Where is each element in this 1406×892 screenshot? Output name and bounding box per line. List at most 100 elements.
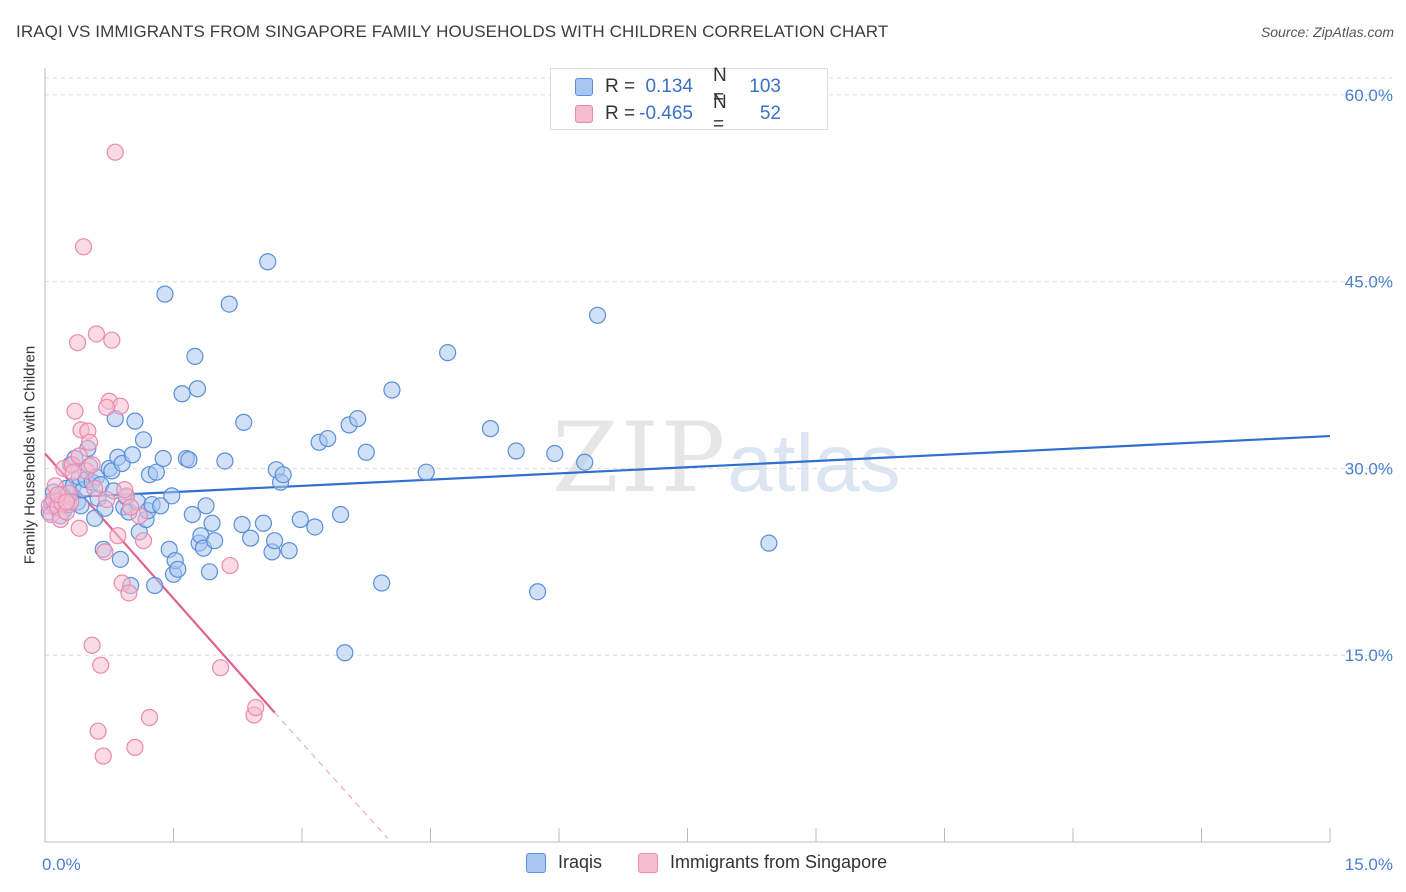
- grid-lines: [45, 77, 1392, 656]
- data-point-singapore: [89, 722, 107, 740]
- data-point-singapore: [74, 238, 93, 256]
- data-point-iraqis: [216, 452, 234, 470]
- data-point-singapore: [87, 325, 106, 343]
- data-point-iraqis: [576, 453, 594, 471]
- n-value: 103: [749, 76, 781, 97]
- data-point-iraqis: [242, 529, 260, 547]
- stats-row-singapore: R = -0.465 N = 52: [575, 92, 781, 135]
- data-point-iraqis: [349, 410, 367, 428]
- legend-swatch-singapore: [575, 105, 593, 123]
- data-point-iraqis: [265, 532, 284, 550]
- data-point-singapore: [122, 498, 140, 516]
- data-point-iraqis: [183, 505, 201, 524]
- legend-item-iraqis[interactable]: Iraqis: [526, 852, 602, 873]
- data-point-singapore: [96, 543, 114, 561]
- n-label: N =: [713, 65, 727, 108]
- data-point-iraqis: [274, 466, 292, 484]
- n-value: 52: [759, 103, 781, 124]
- data-point-iraqis: [291, 510, 309, 529]
- data-point-singapore: [57, 493, 76, 511]
- data-point-singapore: [94, 747, 112, 765]
- data-point-iraqis: [86, 509, 104, 527]
- chart-source: Source: ZipAtlas.com: [1260, 24, 1394, 40]
- data-point-iraqis: [169, 560, 187, 578]
- data-point-iraqis: [336, 644, 354, 662]
- trend-extension-singapore: [274, 712, 389, 839]
- data-point-iraqis: [507, 442, 525, 460]
- data-point-iraqis: [147, 463, 165, 481]
- tick-labels: 15.0% 30.0% 45.0% 60.0% 0.0% 15.0%: [42, 86, 1393, 874]
- data-point-iraqis: [588, 306, 607, 324]
- data-point-singapore: [64, 463, 82, 481]
- data-point-iraqis: [163, 487, 181, 505]
- data-point-iraqis: [134, 431, 153, 449]
- data-point-singapore: [134, 532, 153, 550]
- data-point-iraqis: [417, 463, 435, 481]
- data-point-iraqis: [546, 444, 564, 463]
- stats-legend: R = 0.134 N = 103 R = -0.465 N = 52: [550, 65, 828, 135]
- data-point-singapore: [103, 331, 121, 349]
- data-point-iraqis: [306, 518, 324, 536]
- data-point-singapore: [92, 656, 110, 674]
- data-point-iraqis: [319, 429, 337, 448]
- data-point-iraqis: [186, 347, 204, 365]
- y-tick-label: 60.0%: [1345, 86, 1393, 105]
- data-point-iraqis: [220, 295, 238, 313]
- y-tick-label: 45.0%: [1345, 273, 1393, 292]
- data-point-iraqis: [760, 534, 778, 552]
- data-point-iraqis: [233, 515, 251, 534]
- data-point-iraqis: [188, 380, 207, 398]
- data-point-singapore: [83, 456, 101, 474]
- data-point-iraqis: [126, 412, 144, 430]
- data-point-iraqis: [206, 532, 224, 550]
- r-label: R =: [605, 76, 636, 97]
- chart-title: IRAQI VS IMMIGRANTS FROM SINGAPORE FAMIL…: [16, 22, 889, 41]
- data-point-iraqis: [156, 285, 174, 303]
- data-point-singapore: [86, 479, 104, 497]
- data-point-singapore: [140, 708, 159, 727]
- data-point-iraqis: [111, 550, 129, 568]
- trend-lines: [44, 434, 1331, 839]
- data-points: [40, 143, 778, 765]
- n-label: N =: [713, 92, 727, 135]
- data-point-iraqis: [357, 443, 375, 461]
- legend-swatch-iraqis: [575, 78, 593, 96]
- data-point-iraqis: [173, 385, 191, 403]
- data-point-singapore: [70, 519, 88, 537]
- legend-label-iraqis: Iraqis: [558, 852, 603, 872]
- data-point-iraqis: [200, 563, 219, 581]
- legend-swatch-singapore: [638, 852, 658, 873]
- data-point-iraqis: [280, 542, 298, 560]
- data-point-singapore: [106, 143, 124, 161]
- data-point-singapore: [66, 402, 84, 420]
- y-tick-label: 30.0%: [1345, 459, 1393, 478]
- data-point-singapore: [116, 481, 134, 499]
- data-point-iraqis: [528, 583, 547, 601]
- data-point-iraqis: [146, 576, 164, 595]
- data-point-iraqis: [383, 381, 401, 399]
- data-point-iraqis: [123, 446, 141, 464]
- x-tick-label: 15.0%: [1345, 855, 1393, 874]
- legend-item-singapore[interactable]: Immigrants from Singapore: [638, 852, 887, 873]
- r-value: -0.465: [639, 103, 693, 124]
- data-point-singapore: [109, 527, 127, 545]
- data-point-singapore: [221, 556, 239, 575]
- data-point-singapore: [98, 490, 116, 509]
- data-point-singapore: [68, 334, 87, 352]
- data-point-iraqis: [331, 505, 350, 524]
- data-point-singapore: [83, 636, 101, 654]
- legend-swatch-iraqis: [526, 852, 546, 873]
- data-point-iraqis: [203, 514, 221, 532]
- data-point-iraqis: [481, 420, 500, 438]
- data-point-singapore: [120, 584, 138, 602]
- r-value: 0.134: [645, 76, 693, 97]
- data-point-iraqis: [180, 451, 198, 469]
- y-tick-label: 15.0%: [1345, 646, 1393, 665]
- r-label: R =: [605, 103, 636, 124]
- data-point-iraqis: [439, 344, 457, 362]
- data-point-iraqis: [152, 497, 170, 515]
- trend-line-iraqis: [44, 434, 1331, 500]
- data-point-singapore: [126, 738, 144, 756]
- data-point-iraqis: [373, 574, 391, 592]
